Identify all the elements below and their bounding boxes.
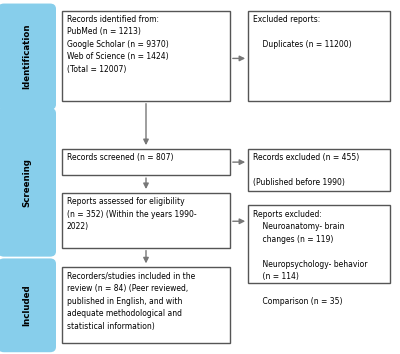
FancyBboxPatch shape [248, 205, 390, 283]
Text: Excluded reports:

    Duplicates (n = 11200): Excluded reports: Duplicates (n = 11200) [253, 15, 352, 49]
Text: Reports excluded:
    Neuroanatomy- brain
    changes (n = 119)

    Neuropsycho: Reports excluded: Neuroanatomy- brain ch… [253, 210, 367, 306]
FancyBboxPatch shape [0, 108, 56, 257]
FancyBboxPatch shape [248, 149, 390, 191]
FancyBboxPatch shape [0, 258, 56, 352]
FancyBboxPatch shape [0, 4, 56, 110]
FancyBboxPatch shape [248, 11, 390, 101]
FancyBboxPatch shape [62, 149, 230, 175]
FancyBboxPatch shape [62, 11, 230, 101]
Text: Identification: Identification [22, 24, 32, 90]
FancyBboxPatch shape [62, 193, 230, 248]
Text: Included: Included [22, 285, 32, 326]
Text: Recorders/studies included in the
review (n = 84) (Peer reviewed,
published in E: Recorders/studies included in the review… [67, 272, 195, 331]
Text: Screening: Screening [22, 158, 32, 207]
Text: Reports assessed for eligibility
(n = 352) (Within the years 1990-
2022): Reports assessed for eligibility (n = 35… [67, 197, 196, 231]
Text: Records identified from:
PubMed (n = 1213)
Google Scholar (n = 9370)
Web of Scie: Records identified from: PubMed (n = 121… [67, 15, 168, 74]
Text: Records excluded (n = 455)

(Published before 1990): Records excluded (n = 455) (Published be… [253, 153, 359, 187]
FancyBboxPatch shape [62, 267, 230, 343]
Text: Records screened (n = 807): Records screened (n = 807) [67, 153, 173, 162]
